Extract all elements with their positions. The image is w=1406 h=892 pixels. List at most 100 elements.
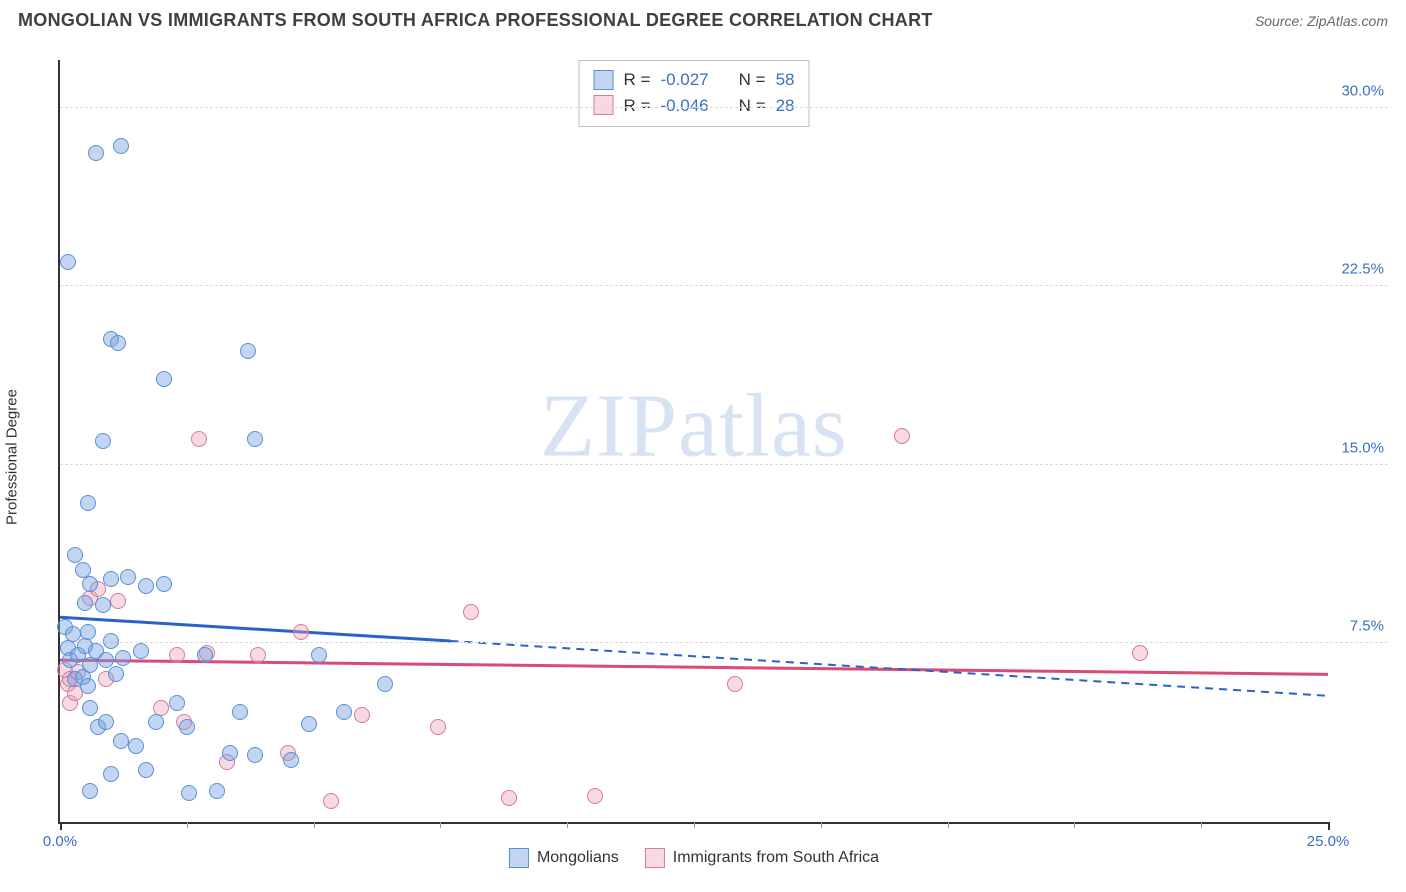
- source-attribution: Source: ZipAtlas.com: [1255, 13, 1388, 29]
- x-tick-major: [60, 822, 62, 830]
- x-tick-minor: [314, 822, 315, 828]
- data-point: [283, 752, 299, 768]
- y-tick-label: 7.5%: [1350, 618, 1384, 635]
- data-point: [179, 719, 195, 735]
- data-point: [191, 431, 207, 447]
- data-point: [894, 428, 910, 444]
- x-tick-minor: [694, 822, 695, 828]
- x-tick-minor: [1074, 822, 1075, 828]
- series-swatch: [509, 848, 529, 868]
- data-point: [138, 762, 154, 778]
- gridline: [60, 642, 1388, 643]
- data-point: [156, 371, 172, 387]
- data-point: [65, 626, 81, 642]
- data-point: [103, 571, 119, 587]
- plot-area: ZIPatlas R =-0.027N =58R =-0.046N =28 Mo…: [58, 60, 1328, 824]
- data-point: [156, 576, 172, 592]
- gridline: [60, 107, 1388, 108]
- data-point: [128, 738, 144, 754]
- data-point: [115, 650, 131, 666]
- stat-r-value: -0.046: [660, 93, 708, 119]
- stat-n-label: N =: [739, 67, 766, 93]
- legend-item: Mongolians: [509, 848, 619, 868]
- data-point: [301, 716, 317, 732]
- data-point: [148, 714, 164, 730]
- data-point: [247, 747, 263, 763]
- data-point: [430, 719, 446, 735]
- data-point: [181, 785, 197, 801]
- data-point: [108, 666, 124, 682]
- x-tick-minor: [440, 822, 441, 828]
- data-point: [222, 745, 238, 761]
- data-point: [60, 254, 76, 270]
- chart-title: MONGOLIAN VS IMMIGRANTS FROM SOUTH AFRIC…: [18, 10, 933, 31]
- data-point: [232, 704, 248, 720]
- x-tick-label: 0.0%: [43, 833, 77, 850]
- data-point: [95, 597, 111, 613]
- data-point: [80, 678, 96, 694]
- legend-label: Immigrants from South Africa: [673, 849, 879, 867]
- data-point: [377, 676, 393, 692]
- data-point: [587, 788, 603, 804]
- y-tick-label: 30.0%: [1341, 82, 1384, 99]
- data-point: [77, 595, 93, 611]
- y-tick-label: 22.5%: [1341, 261, 1384, 278]
- data-point: [209, 783, 225, 799]
- data-point: [98, 652, 114, 668]
- data-point: [95, 433, 111, 449]
- series-legend: Mongolians Immigrants from South Africa: [509, 848, 879, 868]
- data-point: [240, 343, 256, 359]
- data-point: [82, 657, 98, 673]
- data-point: [103, 633, 119, 649]
- data-point: [113, 138, 129, 154]
- watermark: ZIPatlas: [540, 374, 848, 477]
- stat-n-value: 58: [776, 67, 795, 93]
- stat-n-label: N =: [739, 93, 766, 119]
- data-point: [293, 624, 309, 640]
- x-tick-minor: [187, 822, 188, 828]
- stat-r-value: -0.027: [660, 67, 708, 93]
- data-point: [120, 569, 136, 585]
- stats-legend: R = -0.027 N = 58 R = -0.046 N = 28: [579, 60, 810, 127]
- data-point: [133, 643, 149, 659]
- legend-item: Immigrants from South Africa: [645, 848, 879, 868]
- data-point: [169, 647, 185, 663]
- x-tick-major: [1328, 822, 1330, 830]
- stat-r-label: R =: [624, 67, 651, 93]
- data-point: [311, 647, 327, 663]
- data-point: [197, 647, 213, 663]
- data-point: [110, 593, 126, 609]
- data-point: [82, 576, 98, 592]
- y-axis-label: Professional Degree: [4, 389, 21, 525]
- data-point: [501, 790, 517, 806]
- gridline: [60, 285, 1388, 286]
- stat-n-value: 28: [776, 93, 795, 119]
- data-point: [138, 578, 154, 594]
- data-point: [247, 431, 263, 447]
- x-tick-minor: [821, 822, 822, 828]
- data-point: [110, 335, 126, 351]
- data-point: [103, 766, 119, 782]
- x-tick-minor: [948, 822, 949, 828]
- x-tick-label: 25.0%: [1307, 833, 1350, 850]
- x-tick-minor: [567, 822, 568, 828]
- y-tick-label: 15.0%: [1341, 439, 1384, 456]
- stat-r-label: R =: [624, 93, 651, 119]
- series-swatch: [594, 70, 614, 90]
- gridline: [60, 464, 1388, 465]
- stats-row: R = -0.046 N = 28: [594, 93, 795, 119]
- data-point: [323, 793, 339, 809]
- series-swatch: [645, 848, 665, 868]
- data-point: [113, 733, 129, 749]
- stats-row: R = -0.027 N = 58: [594, 67, 795, 93]
- data-point: [88, 145, 104, 161]
- x-tick-minor: [1201, 822, 1202, 828]
- data-point: [463, 604, 479, 620]
- data-point: [250, 647, 266, 663]
- data-point: [82, 700, 98, 716]
- series-swatch: [594, 95, 614, 115]
- data-point: [336, 704, 352, 720]
- legend-label: Mongolians: [537, 849, 619, 867]
- data-point: [1132, 645, 1148, 661]
- data-point: [98, 714, 114, 730]
